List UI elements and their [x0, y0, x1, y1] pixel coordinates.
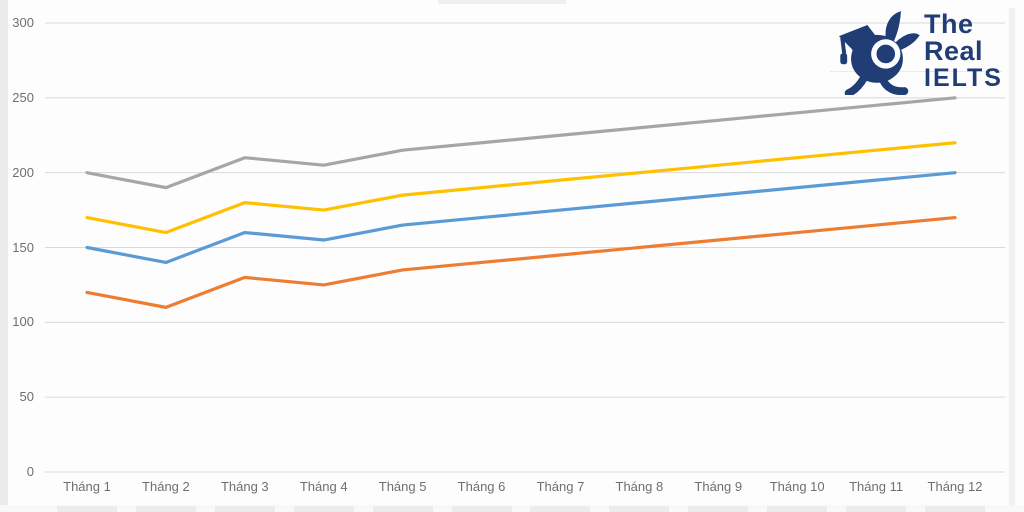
cropped-row-dash [767, 506, 828, 512]
y-axis-tick-label: 200 [12, 164, 34, 180]
y-axis-tick-label: 300 [12, 15, 34, 30]
series-line-blue [85, 171, 957, 265]
cropped-row-dash [609, 506, 670, 512]
faint-divider-line [830, 71, 1002, 72]
x-axis-category-label: Tháng 11 [849, 479, 904, 494]
cropped-row-dash [293, 506, 354, 512]
x-axis-category-label: Tháng 1 [63, 479, 111, 494]
cropped-row-dash [57, 506, 117, 512]
y-axis-tick-label: 50 [19, 389, 34, 405]
series-line-gray [85, 96, 957, 190]
cropped-row-dash [135, 506, 196, 512]
cropped-bottom-row [0, 505, 1024, 512]
logo-text-line2: IELTS [924, 63, 1003, 92]
series-line-orange [85, 215, 957, 309]
x-axis-category-label: Tháng 5 [378, 479, 427, 494]
cropped-row-dash [451, 506, 512, 512]
series-line-yellow [85, 141, 957, 235]
cropped-row-dash [688, 506, 749, 512]
cropped-row-dash [925, 506, 985, 512]
x-axis-category-label: Tháng 12 [927, 479, 983, 494]
left-edge-artifact [0, 0, 8, 512]
y-axis-tick-label: 250 [12, 89, 34, 105]
x-axis-category-label: Tháng 8 [615, 479, 664, 494]
x-axis-category-label: Tháng 6 [457, 479, 506, 494]
cropped-row-dash [214, 506, 275, 512]
logo-text-line1: The Real [924, 8, 984, 67]
y-axis-tick-label: 0 [26, 464, 34, 479]
x-axis-category-label: Tháng 2 [142, 479, 190, 494]
rabbit-graduation-cap-mascot-icon [838, 11, 920, 95]
y-axis-tick-label: 100 [12, 314, 34, 330]
x-axis-category-label: Tháng 9 [694, 479, 743, 494]
the-real-ielts-logo: The Real IELTS [832, 6, 1018, 96]
cropped-title-remnant [438, 0, 566, 4]
x-axis-category-label: Tháng 10 [769, 479, 825, 494]
right-edge-artifact [1009, 8, 1015, 506]
x-axis-category-label: Tháng 3 [220, 479, 269, 494]
x-axis-category-label: Tháng 7 [536, 479, 585, 494]
x-axis-category-label: Tháng 4 [299, 479, 348, 494]
cropped-row-dash [372, 506, 433, 512]
cropped-row-dash [846, 506, 907, 512]
y-axis-tick-label: 150 [12, 239, 34, 255]
cropped-row-dash [530, 506, 591, 512]
